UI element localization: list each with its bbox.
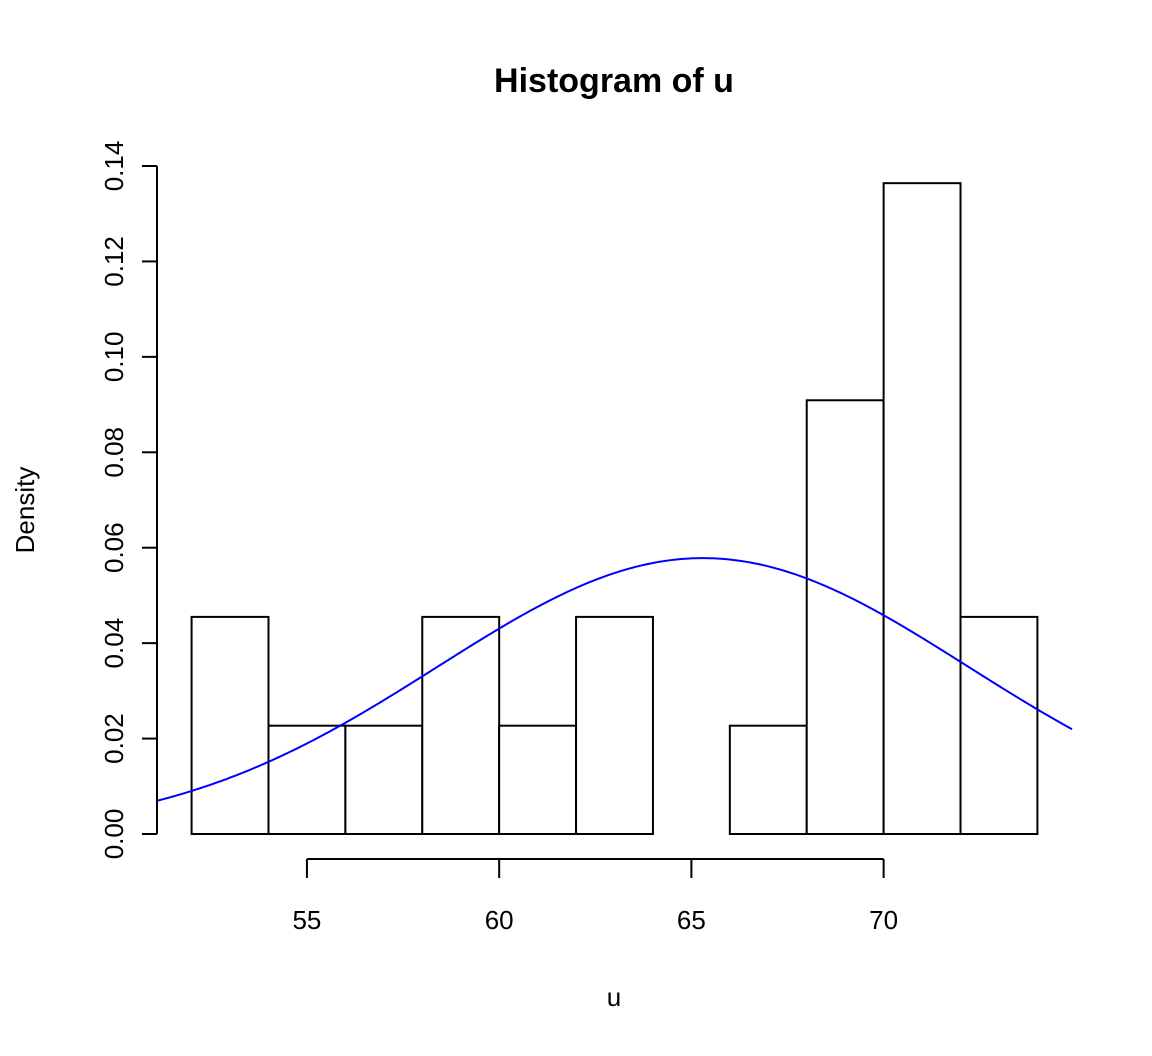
histogram-bar-10 xyxy=(959,615,1039,836)
y-tick-label: 0.12 xyxy=(99,236,129,287)
density-curve xyxy=(156,557,1073,802)
y-axis: 0.00 0.02 0.04 0.06 0.08 0.10 0.12 0.14 xyxy=(99,141,158,860)
histogram-bar-0 xyxy=(190,615,270,836)
x-tick-label: 65 xyxy=(677,905,706,935)
y-tick-label: 0.00 xyxy=(99,809,129,860)
x-tick-label: 70 xyxy=(869,905,898,935)
histogram-bar-2 xyxy=(344,724,424,836)
y-tick-label: 0.02 xyxy=(99,713,129,764)
histogram-bar-9 xyxy=(882,182,962,836)
y-tick-label: 0.04 xyxy=(99,618,129,669)
histogram-bar-1 xyxy=(267,724,347,836)
x-axis-label: u xyxy=(607,982,621,1012)
x-tick-label: 60 xyxy=(485,905,514,935)
y-tick-label: 0.08 xyxy=(99,427,129,478)
y-axis-label: Density xyxy=(10,467,40,554)
x-axis: 55 60 65 70 xyxy=(292,858,898,935)
y-tick-label: 0.10 xyxy=(99,332,129,383)
y-tick-label: 0.14 xyxy=(99,141,129,192)
histogram-bar-4 xyxy=(498,724,578,836)
x-tick-label: 55 xyxy=(292,905,321,935)
chart-title: Histogram of u xyxy=(494,62,734,100)
y-tick-label: 0.06 xyxy=(99,522,129,573)
histogram-bar-7 xyxy=(728,724,808,836)
histogram-bars xyxy=(190,182,1039,836)
histogram-bar-3 xyxy=(421,615,501,836)
histogram-bar-8 xyxy=(805,399,885,835)
histogram-bar-5 xyxy=(575,615,654,836)
